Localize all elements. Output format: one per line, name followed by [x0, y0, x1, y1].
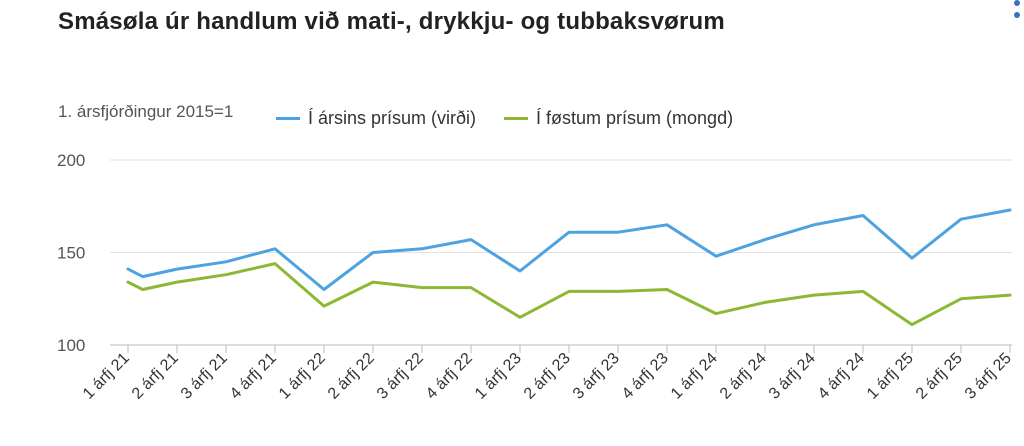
- x-tick-label: 1 árfj 21: [80, 350, 133, 403]
- data-point-nominal[interactable]: [370, 250, 376, 256]
- chart-title: Smásøla úr handlum við mati-, drykkju- o…: [58, 8, 725, 35]
- data-point-nominal[interactable]: [174, 266, 180, 272]
- legend-label-volume: Í føstum prísum (mongd): [536, 108, 734, 128]
- legend-swatch-nominal: [276, 117, 300, 120]
- data-point-volume[interactable]: [140, 287, 146, 293]
- data-point-volume[interactable]: [615, 288, 621, 294]
- data-point-nominal[interactable]: [909, 255, 915, 261]
- x-tick-label: 3 árfj 22: [374, 350, 427, 403]
- y-axis-label: 1. ársfjórðingur 2015=1: [58, 102, 234, 121]
- data-point-nominal[interactable]: [272, 246, 278, 252]
- x-tick-label: 1 árfj 24: [668, 350, 721, 403]
- data-point-volume[interactable]: [370, 279, 376, 285]
- data-point-nominal[interactable]: [811, 222, 817, 228]
- data-point-volume[interactable]: [517, 314, 523, 320]
- data-point-nominal[interactable]: [517, 268, 523, 274]
- legend: Í ársins prísum (virði) Í føstum prísum …: [276, 108, 761, 129]
- legend-item-volume[interactable]: Í føstum prísum (mongd): [504, 108, 733, 129]
- chart-menu-icon[interactable]: [1012, 0, 1022, 26]
- data-point-volume[interactable]: [174, 279, 180, 285]
- x-tick-label: 4 árfj 24: [815, 350, 868, 403]
- series-line-volume[interactable]: [126, 262, 1012, 327]
- data-point-nominal[interactable]: [566, 229, 572, 235]
- x-tick-label: 3 árfj 25: [962, 350, 1015, 403]
- data-point-volume[interactable]: [125, 279, 131, 285]
- data-point-nominal[interactable]: [664, 222, 670, 228]
- data-point-nominal[interactable]: [419, 246, 425, 252]
- data-point-nominal[interactable]: [713, 253, 719, 259]
- legend-item-nominal[interactable]: Í ársins prísum (virði): [276, 108, 476, 129]
- legend-label-nominal: Í ársins prísum (virði): [308, 108, 477, 128]
- x-tick-label: 4 árfj 23: [619, 350, 672, 403]
- data-point-volume[interactable]: [762, 299, 768, 305]
- x-tick-label: 3 árfj 21: [178, 350, 231, 403]
- data-point-volume[interactable]: [468, 285, 474, 291]
- menu-dot: [1014, 12, 1020, 18]
- data-point-volume[interactable]: [909, 322, 915, 328]
- y-tick-label: 100: [57, 336, 85, 355]
- x-tick-label: 2 árfj 22: [325, 350, 378, 403]
- data-point-nominal[interactable]: [223, 259, 229, 265]
- y-tick-label: 200: [57, 151, 85, 170]
- x-tick-label: 3 árfj 24: [766, 350, 819, 403]
- x-tick-label: 3 árfj 23: [570, 350, 623, 403]
- data-point-volume[interactable]: [223, 272, 229, 278]
- data-point-volume[interactable]: [272, 261, 278, 267]
- data-point-volume[interactable]: [419, 285, 425, 291]
- y-tick-label: 150: [57, 244, 85, 263]
- data-point-nominal[interactable]: [140, 274, 146, 280]
- data-point-volume[interactable]: [713, 311, 719, 317]
- data-point-volume[interactable]: [321, 303, 327, 309]
- data-point-volume[interactable]: [958, 296, 964, 302]
- data-point-volume[interactable]: [811, 292, 817, 298]
- data-point-nominal[interactable]: [762, 237, 768, 243]
- x-tick-label: 4 árfj 21: [227, 350, 280, 403]
- data-point-nominal[interactable]: [1007, 207, 1013, 213]
- data-point-volume[interactable]: [860, 288, 866, 294]
- series-line-nominal[interactable]: [126, 208, 1012, 291]
- data-point-volume[interactable]: [1007, 292, 1013, 298]
- x-tick-label: 1 árfj 23: [472, 350, 525, 403]
- x-tick-label: 1 árfj 25: [864, 350, 917, 403]
- data-point-volume[interactable]: [664, 287, 670, 293]
- data-point-nominal[interactable]: [321, 287, 327, 293]
- x-tick-label: 2 árfj 23: [521, 350, 574, 403]
- data-point-nominal[interactable]: [125, 266, 131, 272]
- legend-swatch-volume: [504, 117, 529, 120]
- data-point-nominal[interactable]: [615, 229, 621, 235]
- x-tick-label: 2 árfj 24: [717, 350, 770, 403]
- data-point-nominal[interactable]: [860, 213, 866, 219]
- data-point-nominal[interactable]: [468, 237, 474, 243]
- data-point-volume[interactable]: [566, 288, 572, 294]
- x-tick-label: 2 árfj 21: [129, 350, 182, 403]
- menu-dot: [1014, 0, 1020, 6]
- x-tick-label: 1 árfj 22: [276, 350, 329, 403]
- x-tick-label: 4 árfj 22: [423, 350, 476, 403]
- data-point-nominal[interactable]: [958, 216, 964, 222]
- x-tick-label: 2 árfj 25: [913, 350, 966, 403]
